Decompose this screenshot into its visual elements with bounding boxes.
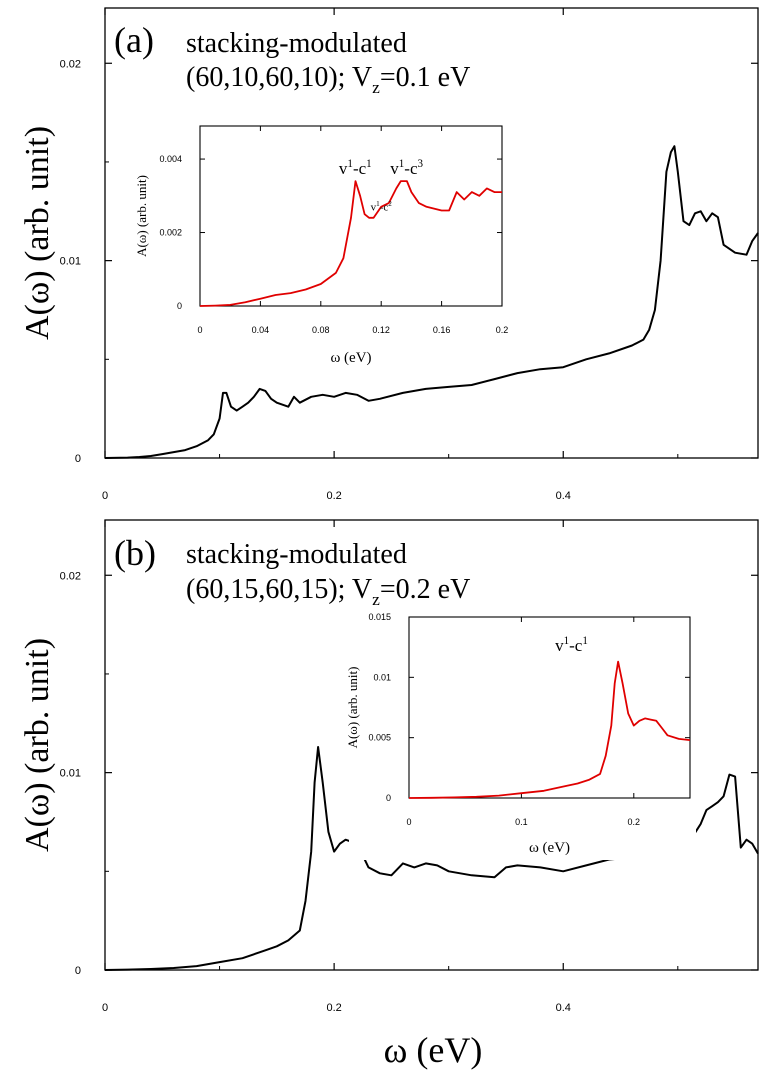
y-tick-label: 0.02 [60, 58, 81, 70]
x-tick-label: 0 [102, 490, 108, 502]
inset-chart: 0 0.1 0.2 0 0.005 0.01 0.015 ω (eV) A(ω) (arb. u… [345, 612, 696, 860]
inset-x-tick-label: 0 [197, 325, 202, 335]
annotation-text: v [371, 201, 377, 213]
annotation-text: -c [353, 159, 367, 178]
inset-data-line [408, 660, 691, 799]
panel-title-line1: stacking-modulated [186, 539, 407, 570]
inset-x-tick-label: 0.08 [312, 325, 330, 335]
inset-y-axis-label: A(ω) (arb. unit) [134, 175, 149, 257]
title-text: =0.1 eV [380, 62, 470, 93]
inset-x-tick-label: 0.1 [515, 817, 528, 827]
annotation-text: -c [404, 159, 418, 178]
inset-x-tick-label: 0.2 [496, 325, 509, 335]
x-tick-label: 0.4 [556, 1002, 571, 1014]
inset-x-axis-label: ω (eV) [330, 350, 371, 366]
annotation-text: v [390, 159, 399, 178]
panel-b: 0 0.2 0.4 0 0.01 0.02 A(ω) (arb. unit) (b) stack… [19, 519, 759, 1014]
inset-background [140, 122, 508, 368]
inset-frame [408, 616, 691, 799]
x-tick-label: 0.2 [326, 1002, 341, 1014]
transition-annotation: v1-c1 [339, 158, 372, 178]
y-tick-label: 0.01 [60, 768, 81, 780]
annotation-superscript: 3 [418, 158, 424, 170]
inset-x-tick-label: 0.16 [433, 325, 451, 335]
inset-x-tick-label: 0 [406, 817, 411, 827]
title-text: =0.2 eV [380, 574, 470, 605]
annotation-superscript: 1 [376, 200, 380, 208]
annotation-superscript: 1 [564, 635, 570, 647]
inset-background [349, 613, 696, 860]
inset-x-axis-label: ω (eV) [529, 840, 570, 856]
panel-label: (b) [114, 533, 156, 573]
annotation-text: v [339, 159, 348, 178]
inset-y-tick-label: 0.005 [368, 733, 391, 743]
title-subscript: z [372, 78, 380, 97]
title-subscript: z [372, 590, 380, 609]
y-tick-label: 0 [75, 453, 81, 465]
x-axis-label: ω (eV) [384, 1030, 483, 1070]
inset-y-tick-label: 0.002 [159, 228, 182, 238]
annotation-superscript: 1 [366, 158, 372, 170]
annotation-superscript: 2 [388, 200, 392, 208]
inset-y-tick-label: 0 [386, 793, 391, 803]
y-axis-label: A(ω) (arb. unit) [19, 638, 56, 852]
y-tick-label: 0 [75, 965, 81, 977]
title-text: (60,10,60,10); V [186, 62, 372, 93]
y-axis-label: A(ω) (arb. unit) [19, 126, 56, 340]
transition-annotation: v1-c3 [390, 158, 423, 178]
inset-x-tick-label: 0.04 [252, 325, 270, 335]
data-line [104, 746, 759, 971]
annotation-superscript: 1 [399, 158, 405, 170]
inset-y-tick-label: 0.01 [373, 672, 391, 682]
annotation-superscript: 1 [582, 635, 588, 647]
panel-title-line2: (60,15,60,15); Vz=0.2 eV [186, 574, 470, 609]
annotation-superscript: 1 [347, 158, 353, 170]
annotation-text: v [555, 636, 564, 655]
panel-a: 0 0.2 0.4 0 0.01 0.02 A(ω) (arb. unit) (a) stack… [19, 7, 759, 502]
x-tick-label: 0.2 [326, 490, 341, 502]
inset-y-tick-label: 0 [177, 301, 182, 311]
inset-x-tick-label: 0.12 [372, 325, 390, 335]
inset-y-tick-label: 0.015 [368, 612, 391, 622]
inset-data-line [199, 180, 502, 307]
panel-label: (a) [114, 20, 154, 60]
title-text: (60,15,60,15); V [186, 574, 372, 605]
panel-title-line2: (60,10,60,10); Vz=0.1 eV [186, 62, 470, 97]
inset-y-axis-label: A(ω) (arb. unit) [345, 667, 360, 749]
inset-y-tick-label: 0.004 [159, 154, 182, 164]
annotation-text: -c [569, 636, 583, 655]
x-tick-label: 0.4 [556, 490, 571, 502]
inset-x-tick-label: 0.2 [628, 817, 641, 827]
data-line [104, 145, 759, 459]
inset-chart: 0 0.04 0.08 0.12 0.16 0.2 0 0.002 0.004 ω (eV) A(ω… [134, 122, 508, 368]
panel-title-line1: stacking-modulated [186, 28, 407, 59]
y-tick-label: 0.02 [60, 570, 81, 582]
transition-annotation: v1-c2 [371, 200, 393, 213]
x-tick-label: 0 [102, 1002, 108, 1014]
transition-annotation: v1-c1 [555, 635, 588, 655]
plot-frame [104, 519, 759, 971]
inset-frame [199, 125, 503, 307]
annotation-text: -c [380, 201, 389, 213]
y-tick-label: 0.01 [60, 256, 81, 268]
